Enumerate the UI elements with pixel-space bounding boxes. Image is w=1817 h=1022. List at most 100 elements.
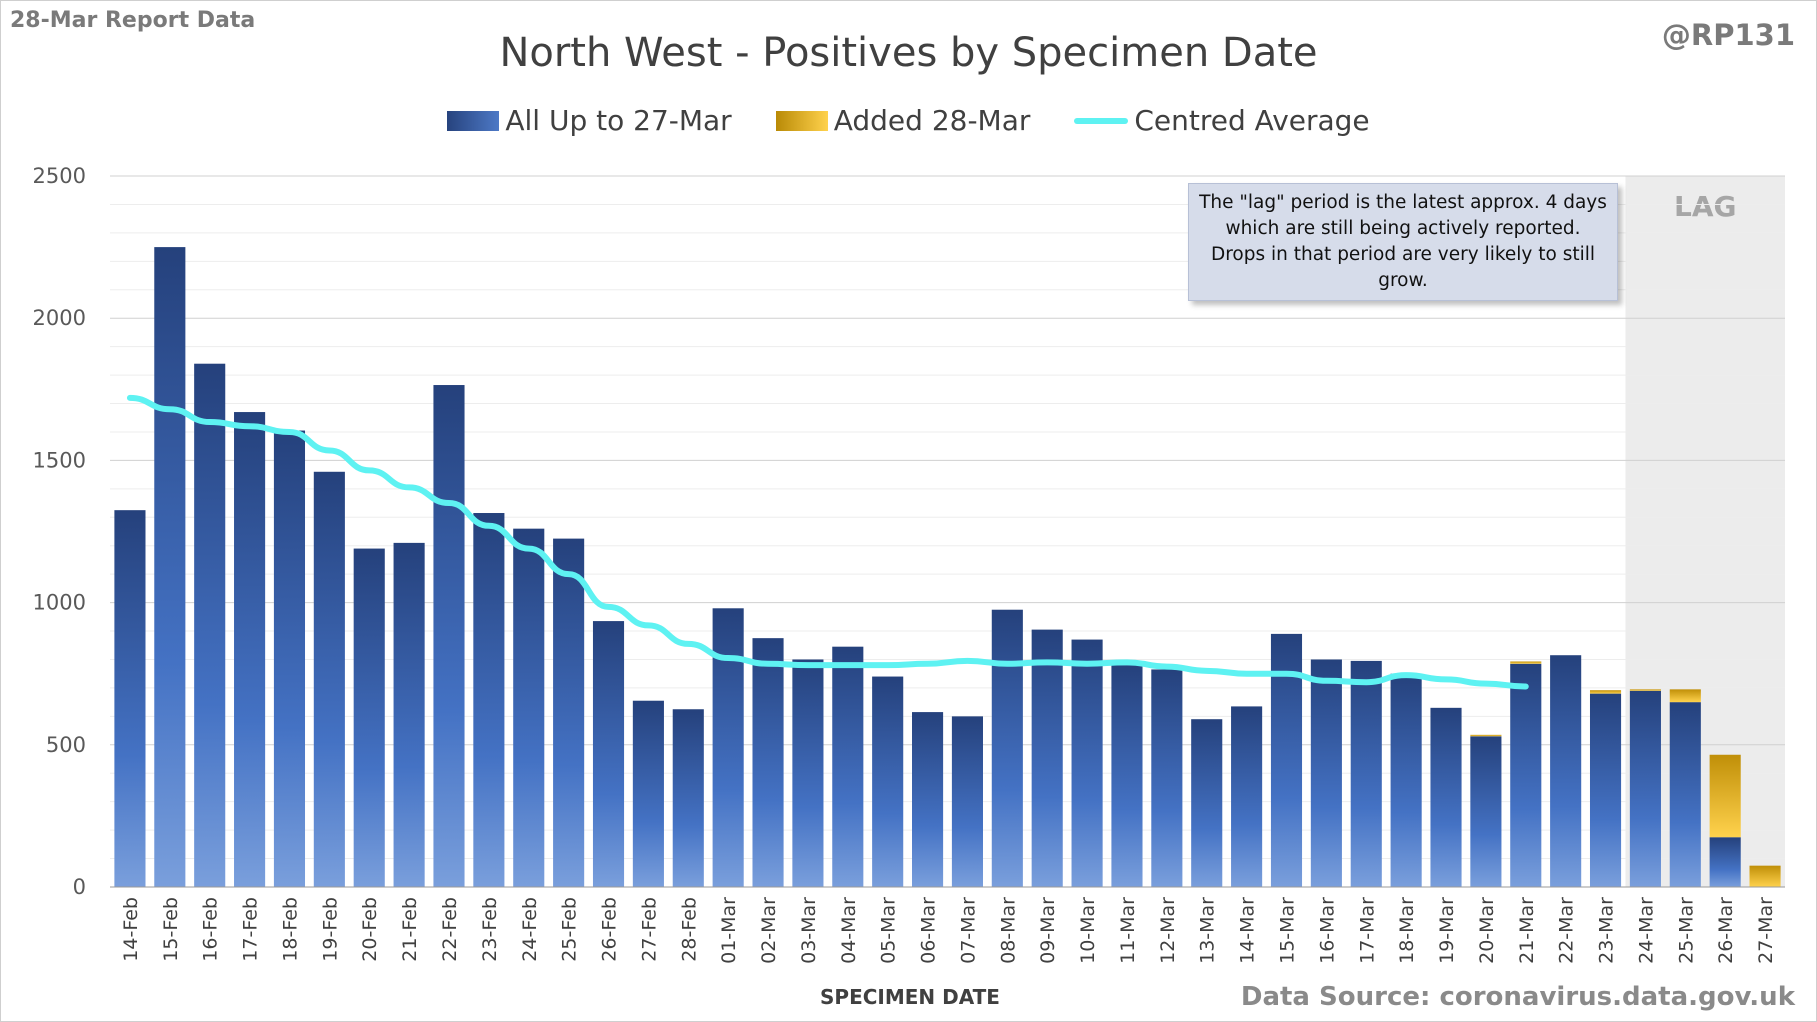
bar-all-up-to-27-mar xyxy=(592,621,625,887)
bar-all-up-to-27-mar xyxy=(951,716,983,887)
legend-swatch-gold xyxy=(775,110,828,131)
x-tick-label: 21-Feb xyxy=(399,897,421,962)
x-tick-label: 15-Mar xyxy=(1276,897,1298,964)
x-tick-label: 19-Feb xyxy=(319,897,341,962)
x-tick-label: 05-Mar xyxy=(878,897,900,964)
x-tick-label: 14-Mar xyxy=(1237,897,1259,964)
bar-all-up-to-27-mar xyxy=(1669,702,1701,887)
bar-all-up-to-27-mar xyxy=(513,528,545,887)
bar-all-up-to-27-mar xyxy=(712,608,744,887)
x-tick-label: 07-Mar xyxy=(957,897,979,964)
bar-all-up-to-27-mar xyxy=(1510,663,1542,887)
bar-all-up-to-27-mar xyxy=(832,646,864,887)
x-tick-label: 22-Mar xyxy=(1556,897,1578,964)
report-date-label: 28-Mar Report Data xyxy=(10,8,256,33)
bar-all-up-to-27-mar xyxy=(154,247,186,888)
bar-all-up-to-27-mar xyxy=(1629,690,1661,887)
legend-swatch-blue xyxy=(447,110,500,131)
x-tick-label: 02-Mar xyxy=(758,897,780,964)
x-tick-label: 26-Feb xyxy=(599,897,621,962)
bar-all-up-to-27-mar xyxy=(872,676,904,887)
lag-label: LAG xyxy=(1674,190,1737,223)
chart-title: North West - Positives by Specimen Date xyxy=(499,30,1318,76)
x-tick-label: 03-Mar xyxy=(798,897,820,964)
x-tick-label: 12-Mar xyxy=(1157,897,1179,964)
legend-item-all: All Up to 27-Mar xyxy=(447,104,732,137)
bar-all-up-to-27-mar xyxy=(1350,660,1382,887)
legend-label-all: All Up to 27-Mar xyxy=(505,104,732,137)
bar-all-up-to-27-mar xyxy=(1151,669,1183,887)
x-tick-label: 08-Mar xyxy=(997,897,1019,964)
bar-all-up-to-27-mar xyxy=(1111,665,1143,887)
x-tick-label: 23-Feb xyxy=(479,897,501,962)
x-tick-label: 15-Feb xyxy=(160,897,182,962)
bar-all-up-to-27-mar xyxy=(632,700,664,887)
bar-all-up-to-27-mar xyxy=(473,513,505,887)
x-tick-label: 11-Mar xyxy=(1117,897,1139,964)
x-tick-label: 25-Mar xyxy=(1675,897,1697,964)
bar-all-up-to-27-mar xyxy=(1310,659,1342,887)
bar-all-up-to-27-mar xyxy=(353,548,385,887)
x-tick-label: 17-Mar xyxy=(1356,897,1378,964)
x-tick-label: 20-Mar xyxy=(1476,897,1498,964)
x-tick-label: 21-Mar xyxy=(1516,897,1538,964)
x-axis-title: SPECIMEN DATE xyxy=(820,985,1000,1009)
legend-item-added: Added 28-Mar xyxy=(775,104,1031,137)
x-tick-label: 20-Feb xyxy=(359,897,381,962)
x-tick-label: 24-Mar xyxy=(1635,897,1657,964)
x-tick-label: 18-Mar xyxy=(1396,897,1418,964)
bar-added-28-mar xyxy=(1669,689,1701,703)
bar-all-up-to-27-mar xyxy=(1071,639,1103,887)
bar-all-up-to-27-mar xyxy=(1589,693,1622,887)
legend-label-added: Added 28-Mar xyxy=(833,104,1031,137)
bar-added-28-mar xyxy=(1629,689,1661,691)
y-tick-label: 2500 xyxy=(33,164,86,188)
y-tick-label: 500 xyxy=(46,733,86,757)
y-tick-label: 0 xyxy=(73,875,86,899)
bar-added-28-mar xyxy=(1589,690,1622,694)
bar-all-up-to-27-mar xyxy=(433,385,465,887)
x-tick-label: 18-Feb xyxy=(279,897,301,962)
x-tick-label: 22-Feb xyxy=(439,897,461,962)
lag-note: The "lag" period is the latest approx. 4… xyxy=(1188,183,1618,301)
x-tick-label: 09-Mar xyxy=(1037,897,1059,964)
bar-all-up-to-27-mar xyxy=(553,538,585,887)
x-tick-label: 28-Feb xyxy=(678,897,700,962)
y-tick-label: 1500 xyxy=(33,448,86,472)
y-tick-label: 2000 xyxy=(33,306,86,330)
data-source: Data Source: coronavirus.data.gov.uk xyxy=(1240,982,1795,1012)
x-tick-label: 25-Feb xyxy=(559,897,581,962)
x-tick-label: 14-Feb xyxy=(120,897,142,962)
bar-all-up-to-27-mar xyxy=(912,712,944,887)
x-tick-label: 26-Mar xyxy=(1715,897,1737,964)
x-tick-label: 04-Mar xyxy=(838,897,860,964)
bar-added-28-mar xyxy=(1510,661,1542,664)
legend-label-average: Centred Average xyxy=(1134,104,1370,137)
x-tick-label: 17-Feb xyxy=(240,897,262,962)
bar-all-up-to-27-mar xyxy=(114,510,146,887)
bar-all-up-to-27-mar xyxy=(1470,736,1502,887)
bar-all-up-to-27-mar xyxy=(792,659,824,887)
bar-all-up-to-27-mar xyxy=(991,609,1023,887)
bar-all-up-to-27-mar xyxy=(1031,629,1063,887)
x-tick-label: 16-Mar xyxy=(1316,897,1338,964)
bar-all-up-to-27-mar xyxy=(1231,706,1263,887)
bar-all-up-to-27-mar xyxy=(1709,837,1741,887)
bar-added-28-mar xyxy=(1709,754,1741,838)
bar-all-up-to-27-mar xyxy=(1430,707,1462,887)
bar-all-up-to-27-mar xyxy=(752,638,784,887)
bar-all-up-to-27-mar xyxy=(234,412,266,887)
x-tick-label: 27-Mar xyxy=(1755,897,1777,964)
bar-added-28-mar xyxy=(1749,865,1781,887)
bar-all-up-to-27-mar xyxy=(273,430,306,887)
x-tick-label: 06-Mar xyxy=(918,897,940,964)
bar-added-28-mar xyxy=(1470,734,1502,737)
legend-swatch-line xyxy=(1074,117,1129,124)
bar-all-up-to-27-mar xyxy=(1191,719,1223,887)
author-handle: @RP131 xyxy=(1661,18,1795,52)
x-tick-label: 27-Feb xyxy=(638,897,660,962)
bar-all-up-to-27-mar xyxy=(393,542,425,887)
x-tick-label: 01-Mar xyxy=(718,897,740,964)
bar-all-up-to-27-mar xyxy=(313,471,345,887)
